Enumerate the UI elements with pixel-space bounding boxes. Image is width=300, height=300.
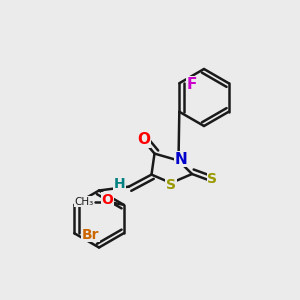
Text: Br: Br xyxy=(82,228,100,242)
Text: F: F xyxy=(187,77,197,92)
Text: CH₃: CH₃ xyxy=(74,197,94,207)
Text: S: S xyxy=(207,172,218,186)
Text: H: H xyxy=(114,177,125,191)
Text: O: O xyxy=(137,132,151,147)
Text: S: S xyxy=(166,178,176,192)
Text: N: N xyxy=(175,152,187,166)
Text: O: O xyxy=(101,193,113,207)
